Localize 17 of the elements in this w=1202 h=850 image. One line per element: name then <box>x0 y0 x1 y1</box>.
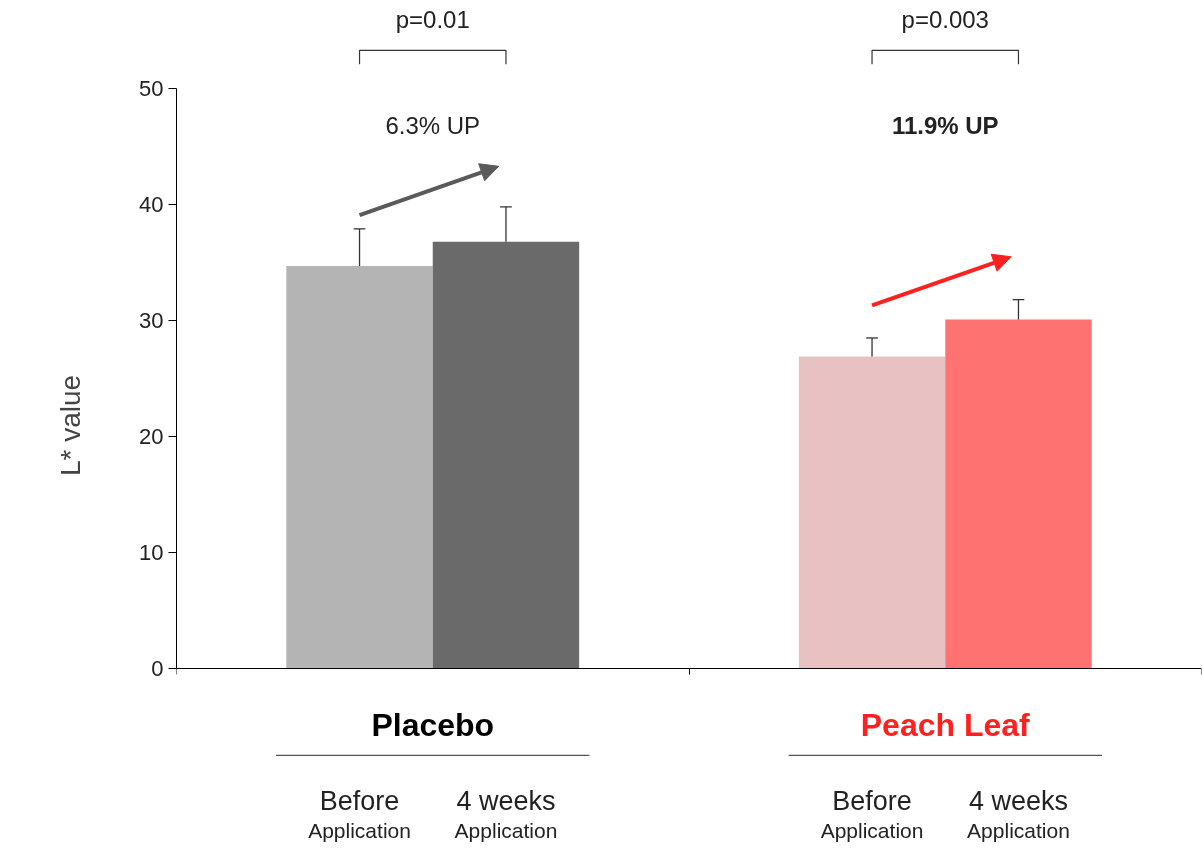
y-axis-title: L* value <box>55 374 87 477</box>
annotation: 6.3% UP <box>385 112 481 140</box>
series-label: Placebo <box>371 707 495 744</box>
series-label: Peach Leaf <box>860 707 1031 744</box>
y-tick-label: 40 <box>139 192 164 218</box>
category-label: Before Application <box>308 785 411 843</box>
text: p=0.01 <box>395 5 470 33</box>
y-tick-label: 30 <box>139 308 164 334</box>
text: p=0.003 <box>901 5 989 33</box>
y-tick-label: 0 <box>151 655 164 681</box>
annotation: 11.9% UP <box>891 112 999 140</box>
category-label: 4 weeks Application <box>967 785 1070 843</box>
y-tick-label: 20 <box>139 424 164 450</box>
category-label: Before Application <box>820 785 924 843</box>
category-label: 4 weeks Application <box>454 785 558 843</box>
y-tick-label: 50 <box>139 76 164 102</box>
y-tick-label: 10 <box>139 539 164 565</box>
